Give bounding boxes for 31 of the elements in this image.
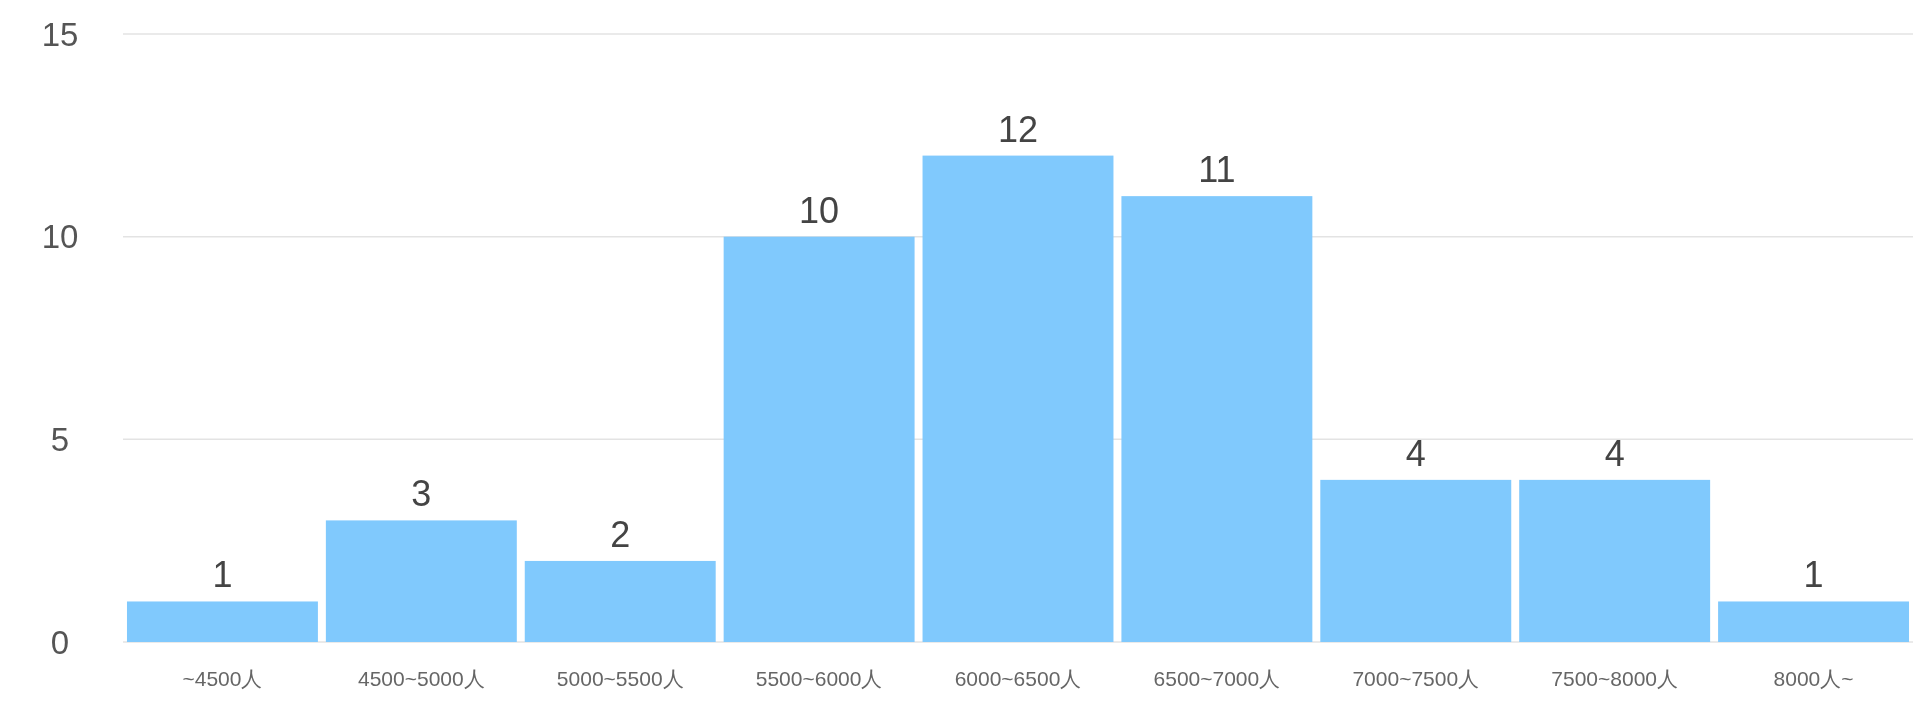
y-tick-label: 0 bbox=[50, 623, 70, 661]
y-tick-label: 15 bbox=[41, 15, 79, 53]
bar bbox=[1519, 479, 1711, 642]
x-tick-label: 4500~5000人 bbox=[357, 667, 485, 690]
data-label: 12 bbox=[997, 108, 1039, 150]
x-tick-label: ~4500人 bbox=[182, 667, 263, 690]
x-tick-label: 7500~8000人 bbox=[1551, 667, 1679, 690]
data-label: 4 bbox=[1604, 432, 1625, 474]
bar bbox=[723, 236, 915, 642]
data-label: 11 bbox=[1198, 149, 1236, 191]
data-label: 1 bbox=[212, 554, 233, 596]
bar bbox=[325, 520, 517, 642]
x-tick-label: 5500~6000人 bbox=[755, 667, 883, 690]
data-label: 3 bbox=[411, 473, 432, 515]
y-tick-label: 10 bbox=[41, 218, 79, 256]
x-tick-label: 6500~7000人 bbox=[1153, 667, 1281, 690]
data-label: 10 bbox=[799, 189, 840, 231]
bar bbox=[126, 601, 318, 642]
data-label: 2 bbox=[610, 513, 631, 555]
data-label: 1 bbox=[1803, 554, 1824, 596]
bar bbox=[1718, 601, 1910, 642]
x-tick-label: 8000人~ bbox=[1773, 667, 1854, 690]
bar bbox=[524, 560, 716, 642]
x-tick-label: 6000~6500人 bbox=[954, 667, 1082, 690]
bar bbox=[922, 155, 1114, 642]
data-label: 4 bbox=[1405, 432, 1426, 474]
y-tick-label: 5 bbox=[50, 420, 70, 458]
bar bbox=[1320, 479, 1512, 642]
x-tick-label: 7000~7500人 bbox=[1352, 667, 1480, 690]
bar bbox=[1121, 196, 1313, 642]
x-tick-label: 5000~5500人 bbox=[556, 667, 684, 690]
